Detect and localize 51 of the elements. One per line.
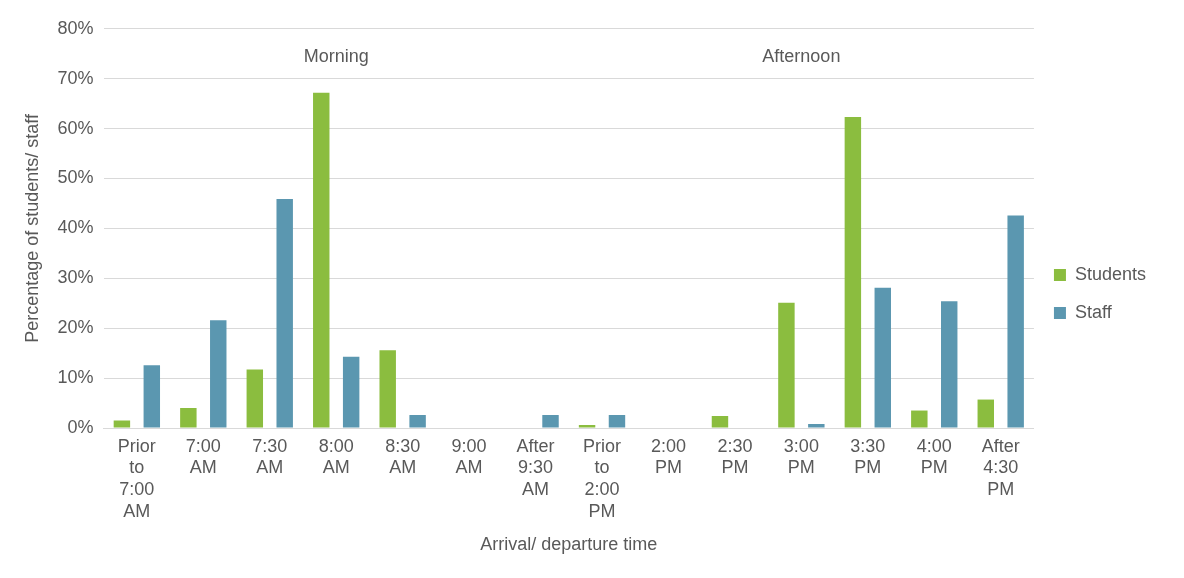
x-tick-label: Prior to 7:00 AM [117, 435, 156, 521]
x-tick-label: 3:00 PM [783, 435, 819, 478]
y-tick-label: 70% [57, 67, 94, 88]
bar [276, 198, 293, 428]
x-tick-label: 7:30 AM [252, 435, 288, 478]
y-tick-label: 40% [57, 217, 94, 238]
bar [210, 320, 227, 428]
legend-label: Staff [1074, 301, 1113, 322]
bar [409, 415, 426, 428]
annotation: Afternoon [762, 45, 841, 66]
bar [542, 415, 559, 428]
bar [1007, 215, 1024, 428]
bar [342, 356, 360, 428]
bar [911, 410, 928, 428]
x-tick-label: 8:00 AM [318, 435, 354, 478]
legend-label: Students [1074, 263, 1147, 284]
y-tick-label: 60% [57, 117, 94, 138]
x-tick-label: 9:00 AM [451, 435, 487, 478]
x-tick-label: 3:30 PM [850, 435, 886, 478]
x-tick-label: Prior to 2:00 PM [583, 435, 622, 521]
bar [874, 287, 891, 428]
y-tick-label: 80% [57, 17, 94, 38]
y-tick-label: 50% [57, 167, 94, 188]
x-axis-title: Arrival/ departure time [480, 534, 658, 555]
x-tick-label: 2:00 PM [650, 435, 686, 478]
y-tick-label: 30% [57, 267, 94, 288]
bar [578, 425, 596, 428]
x-tick-label: After 9:30 AM [516, 435, 555, 499]
y-tick-label: 10% [57, 367, 94, 388]
bar [379, 350, 396, 428]
bar [143, 365, 161, 428]
bar [246, 369, 264, 428]
bar [844, 117, 862, 428]
bar [941, 301, 958, 428]
y-axis-title: Percentage of students/ staff [21, 113, 42, 343]
x-tick-label: After 4:30 PM [981, 435, 1020, 499]
bar [711, 416, 729, 428]
x-tick-label: 8:30 AM [385, 435, 421, 478]
bar [977, 399, 994, 428]
y-tick-label: 20% [57, 317, 94, 338]
bar [808, 424, 825, 428]
bar [778, 302, 795, 428]
x-tick-label: 7:00 AM [185, 435, 221, 478]
bar [608, 415, 626, 428]
y-tick-label: 0% [67, 416, 94, 437]
bar [180, 408, 197, 428]
bar [113, 420, 131, 428]
x-tick-label: 2:30 PM [717, 435, 753, 478]
x-tick-label: 4:00 PM [916, 435, 952, 478]
bar [313, 92, 330, 428]
annotation: Morning [303, 45, 369, 66]
